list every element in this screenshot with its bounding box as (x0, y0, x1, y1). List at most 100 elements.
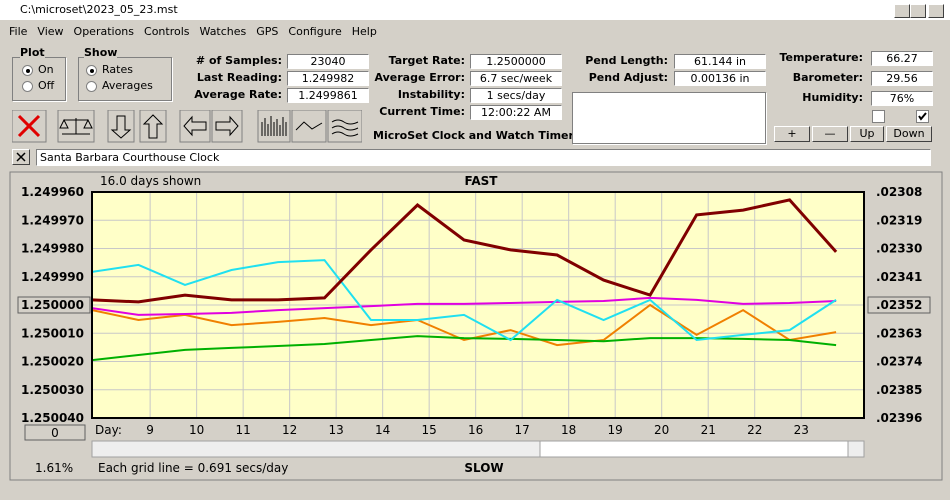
y2-tick-label: .02330 (876, 242, 922, 256)
field-value[interactable]: 61.144 in (674, 54, 766, 69)
bottom-label: SLOW (464, 461, 503, 475)
field-label: Temperature: (779, 51, 863, 64)
minimize[interactable] (894, 4, 910, 18)
field-label: Pend Length: (585, 54, 668, 67)
field-label: Humidity: (802, 91, 863, 104)
button[interactable]: — (812, 126, 848, 142)
y-tick-label: 1.249960 (21, 185, 84, 199)
arrow-icons (183, 115, 239, 137)
field-value[interactable]: 1.2500000 (470, 54, 562, 69)
radio-dot (89, 68, 94, 73)
x-tick-label: 15 (422, 423, 437, 437)
field-value[interactable]: 1.249982 (287, 71, 369, 86)
close[interactable] (928, 4, 944, 18)
days-shown: 16.0 days shown (100, 174, 201, 188)
series-line (92, 259, 837, 342)
center-button[interactable] (867, 296, 931, 314)
field-value[interactable]: 1.2499861 (287, 88, 369, 103)
y-tick-label: 1.250020 (21, 355, 84, 369)
x-tick-label: 11 (236, 423, 251, 437)
x-icon (16, 152, 26, 162)
x-tick-label: 16 (468, 423, 483, 437)
menu-item[interactable]: Controls (144, 25, 190, 38)
y2-tick-label: .02308 (876, 185, 922, 199)
radio-button[interactable] (22, 81, 33, 92)
x-tick-label: 18 (561, 423, 576, 437)
x-tick-label: 17 (515, 423, 530, 437)
plot-border (91, 191, 865, 419)
maximize[interactable] (910, 4, 926, 18)
grid-note: Each grid line = 0.691 secs/day (98, 461, 288, 475)
y2-tick-label: .02341 (876, 270, 922, 284)
menu-item[interactable]: File (9, 25, 28, 38)
menu-item[interactable]: Help (351, 25, 377, 38)
offset-button-label: 0 (51, 426, 59, 440)
radio-label[interactable]: Rates (102, 63, 133, 76)
field-value[interactable]: 23040 (287, 54, 369, 69)
series-line (92, 303, 837, 347)
field-value[interactable]: 12:00:22 AM (470, 105, 562, 120)
field-value[interactable]: 76% (871, 91, 933, 106)
y-tick-label: 1.250040 (21, 411, 84, 425)
field-label: Average Rate: (194, 88, 282, 101)
checkbox[interactable] (916, 110, 929, 123)
menu-item[interactable]: GPS (256, 25, 279, 38)
app-title: MicroSet Clock and Watch Timer (373, 129, 574, 142)
top-label: FAST (465, 174, 499, 188)
button[interactable]: Up (850, 126, 884, 142)
x-tick-label: 12 (282, 423, 297, 437)
window-title: C:\microset\2023_05_23.mst (20, 3, 178, 16)
y-tick-label: 1.249980 (21, 242, 84, 256)
field-value[interactable]: 1 secs/day (470, 88, 562, 103)
offset-button[interactable] (24, 424, 86, 441)
x-tick-label: 10 (189, 423, 204, 437)
checkbox[interactable] (872, 110, 885, 123)
button[interactable]: Down (886, 126, 932, 142)
field-label: Target Rate: (388, 54, 465, 67)
x-tick-label: 9 (146, 423, 154, 437)
series-line (92, 296, 837, 316)
y-tick-label: 1.250030 (21, 383, 84, 397)
x-tick-label: 14 (375, 423, 390, 437)
center-button[interactable] (17, 296, 91, 314)
radio-button[interactable] (86, 65, 97, 76)
radio-button[interactable] (22, 65, 33, 76)
x-tick-label: 13 (329, 423, 344, 437)
field-label: Last Reading: (196, 71, 282, 84)
radio-label[interactable]: Averages (102, 79, 153, 92)
field-label: Instability: (397, 88, 465, 101)
field-value[interactable]: 29.56 (871, 71, 933, 86)
show-group (78, 57, 172, 101)
y2-tick-label: .02396 (876, 411, 922, 425)
field-label: # of Samples: (195, 54, 282, 67)
clear-name[interactable] (12, 149, 30, 165)
x-tick-label: 19 (608, 423, 623, 437)
toolbar (12, 110, 362, 143)
y2-tick-label: .02363 (876, 326, 922, 340)
check-mark (918, 112, 927, 121)
delete-icon (17, 114, 41, 138)
radio-button[interactable] (86, 81, 97, 92)
y-tick-label: 1.249970 (21, 213, 84, 227)
menu-item[interactable]: Configure (288, 25, 342, 38)
menu-item[interactable]: Operations (73, 25, 135, 38)
field-value[interactable]: 0.00136 in (674, 71, 766, 86)
balance-icon (59, 118, 93, 135)
toolbar-icons[interactable] (12, 110, 362, 143)
radio-label[interactable]: On (38, 63, 54, 76)
field-value[interactable]: 6.7 sec/week (470, 71, 562, 86)
series-selector (572, 92, 766, 144)
scroll-thumb[interactable] (539, 440, 849, 458)
field-value[interactable]: 66.27 (871, 51, 933, 66)
clock-name[interactable]: Santa Barbara Courthouse Clock (36, 149, 931, 166)
y-tick-label: 1.249990 (21, 270, 84, 284)
y2-tick-label: .02374 (876, 355, 922, 369)
radio-label[interactable]: Off (38, 79, 55, 92)
x-tick-label: 21 (701, 423, 716, 437)
button[interactable]: + (774, 126, 810, 142)
y-tick-label: 1.250010 (21, 326, 84, 340)
menu-item[interactable]: Watches (199, 25, 247, 38)
menu-item[interactable]: View (37, 25, 64, 38)
x-tick-label: 22 (747, 423, 762, 437)
